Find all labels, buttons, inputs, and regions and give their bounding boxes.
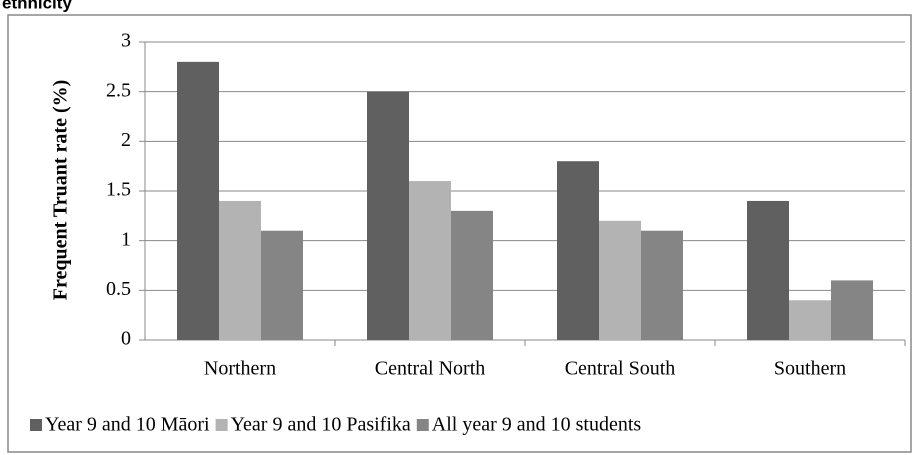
legend-swatch bbox=[416, 419, 429, 431]
y-tick-label: 0.5 bbox=[106, 278, 131, 300]
y-tick-label: 2 bbox=[121, 129, 131, 151]
bar bbox=[557, 161, 599, 340]
bar bbox=[641, 230, 683, 340]
y-tick-label: 1 bbox=[121, 228, 131, 250]
y-tick-label: 2.5 bbox=[106, 79, 131, 101]
y-tick-label: 0 bbox=[121, 328, 131, 350]
legend-swatch bbox=[215, 419, 228, 431]
legend-label: All year 9 and 10 students bbox=[432, 414, 642, 436]
x-tick-label: Central North bbox=[375, 358, 486, 380]
legend-label: Year 9 and 10 Māori bbox=[45, 414, 210, 436]
bar bbox=[747, 200, 789, 340]
chart-title: ethnicity bbox=[2, 0, 72, 12]
y-axis-label: Frequent Truant rate (%) bbox=[50, 80, 72, 301]
bar bbox=[831, 280, 873, 340]
bar bbox=[789, 300, 831, 340]
legend-label: Year 9 and 10 Pasifika bbox=[231, 414, 411, 436]
x-tick-label: Central South bbox=[565, 358, 676, 380]
y-tick-label: 1.5 bbox=[106, 179, 131, 201]
y-tick-label: 3 bbox=[121, 30, 131, 52]
bar bbox=[261, 230, 303, 340]
bar bbox=[409, 181, 451, 340]
bar bbox=[367, 91, 409, 341]
x-tick-label: Northern bbox=[204, 358, 276, 380]
bar bbox=[451, 210, 493, 340]
legend-swatch bbox=[30, 419, 42, 431]
bar bbox=[177, 61, 219, 340]
x-tick-label: Southern bbox=[774, 358, 846, 380]
bar bbox=[599, 220, 641, 340]
bar bbox=[219, 200, 261, 340]
